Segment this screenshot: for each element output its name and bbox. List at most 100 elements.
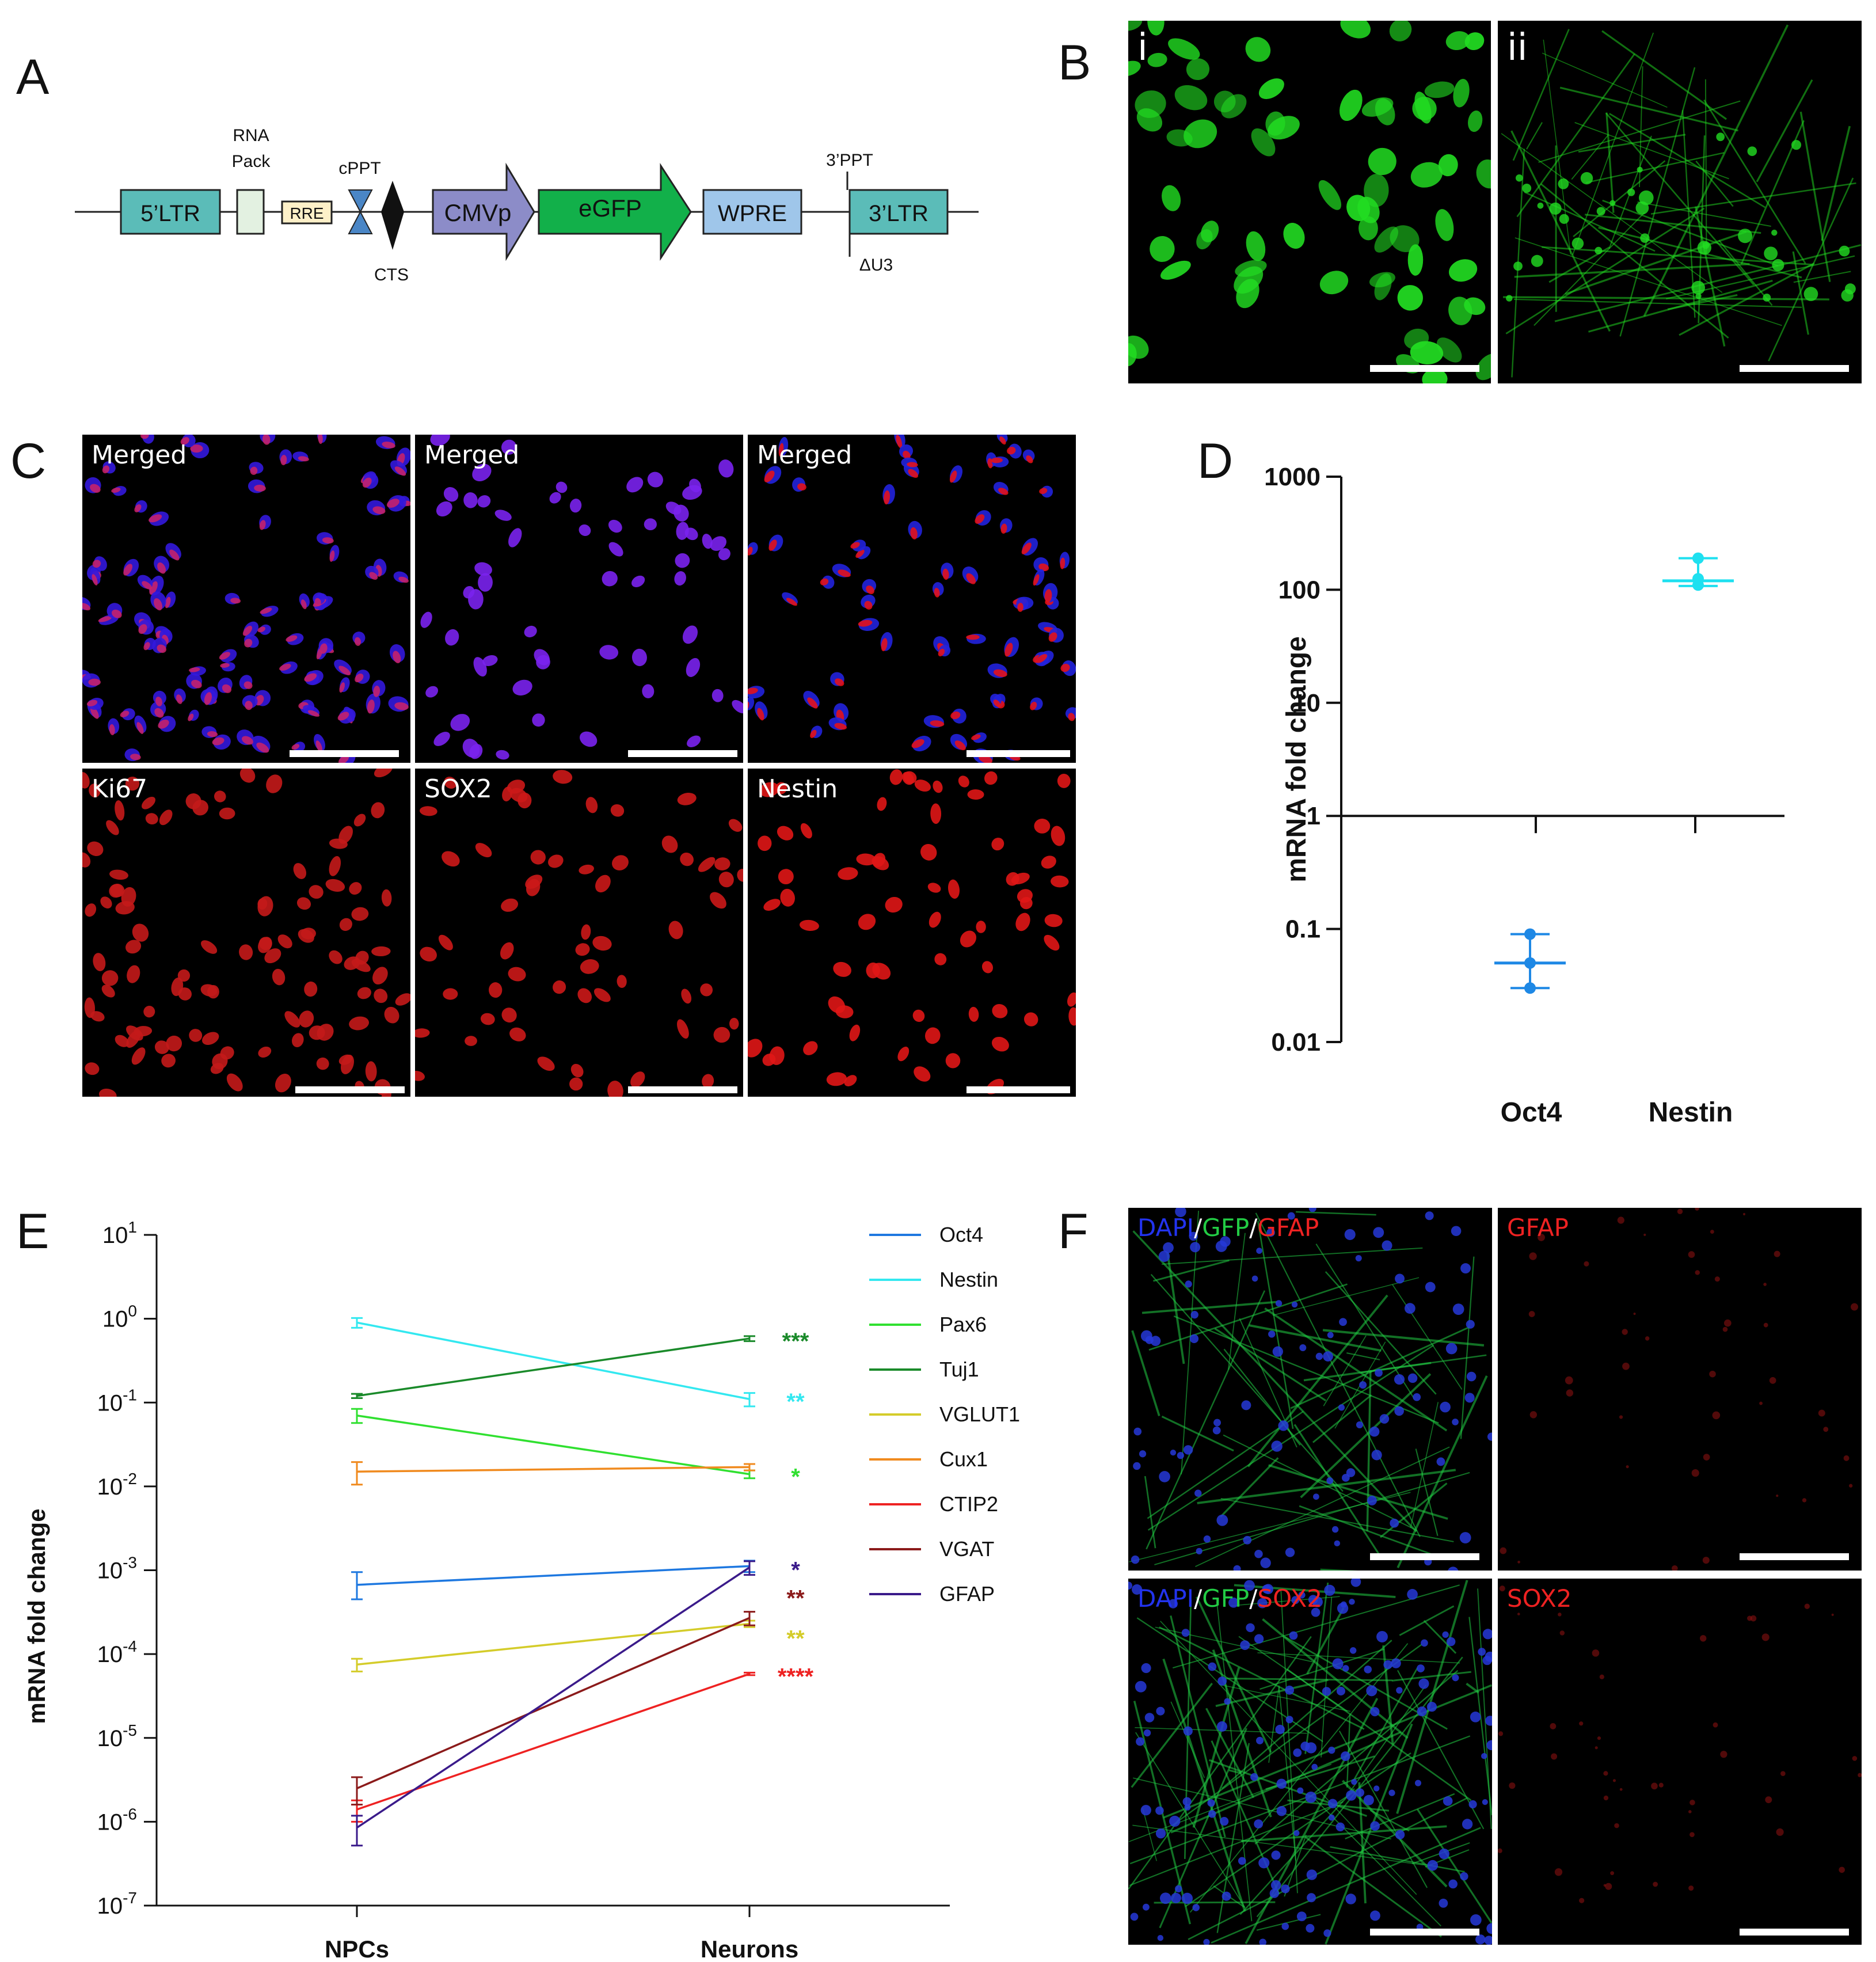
- cell-stain: [367, 699, 375, 714]
- significance-label: ***: [782, 1329, 809, 1354]
- nucleus: [1159, 1892, 1171, 1904]
- nucleus: [1254, 1819, 1264, 1829]
- cell-stain: [991, 457, 1003, 463]
- gfp-cell: [1389, 21, 1412, 41]
- gfp-cell: [1424, 81, 1455, 98]
- separator: /: [1249, 1584, 1258, 1613]
- cell: [710, 536, 727, 551]
- nucleus: [1395, 1830, 1405, 1840]
- neurite: [1554, 244, 1862, 322]
- y-tick-label: 10-5: [97, 1721, 137, 1751]
- data-point: [1692, 579, 1704, 591]
- nucleus: [1208, 1810, 1216, 1818]
- cell-stain: [1068, 713, 1075, 721]
- neurite: [1144, 1476, 1156, 1549]
- nucleus: [1328, 1746, 1335, 1754]
- cell: [780, 888, 795, 907]
- cell: [226, 1073, 243, 1092]
- nucleus: [1322, 1687, 1331, 1696]
- cell-stain: [149, 514, 162, 523]
- nucleus: [1254, 1549, 1263, 1558]
- nucleus: [1388, 1789, 1395, 1796]
- cell: [849, 1024, 861, 1041]
- nucleus: [1297, 1787, 1304, 1794]
- nucleus: [1185, 1280, 1192, 1288]
- panel-letter-f: F: [1058, 1204, 1089, 1259]
- cell-stain: [109, 724, 115, 736]
- cell: [581, 924, 591, 940]
- cell: [272, 968, 286, 986]
- cell-stain: [111, 487, 121, 493]
- scale-bar: [290, 750, 399, 757]
- gfp-cell: [1374, 226, 1398, 253]
- cell: [85, 1062, 100, 1075]
- cell: [293, 863, 307, 879]
- gfp-cell: [1448, 296, 1472, 325]
- nucleus: [1194, 1489, 1202, 1497]
- cell-stain: [242, 736, 253, 745]
- cell: [438, 934, 453, 950]
- nucleus: [1452, 1419, 1459, 1425]
- soma: [1515, 174, 1523, 182]
- ltr3-label: 3’LTR: [869, 201, 929, 226]
- cell: [1051, 826, 1066, 846]
- cell: [501, 1007, 517, 1023]
- cell: [608, 542, 623, 557]
- nucleus: [1439, 1848, 1449, 1860]
- ppt3-label: 3’PPT: [826, 151, 873, 170]
- neurite: [1128, 1636, 1312, 1890]
- cell: [501, 439, 517, 455]
- nucleus: [1139, 1450, 1147, 1458]
- nucleus: [1216, 1514, 1228, 1526]
- cell-stain: [757, 708, 764, 721]
- red-signal: [1851, 1303, 1858, 1311]
- neurite: [1296, 1211, 1376, 1216]
- cell: [82, 771, 90, 789]
- nucleus: [1285, 1685, 1295, 1695]
- y-tick-label: 10-3: [97, 1554, 137, 1584]
- cell: [602, 571, 618, 587]
- neurite: [1346, 1352, 1380, 1360]
- nucleus: [1356, 1421, 1364, 1429]
- cell: [992, 1004, 1008, 1018]
- neurite: [1239, 1788, 1355, 1915]
- nucleus: [1183, 1445, 1193, 1455]
- red-signal: [1713, 1722, 1718, 1728]
- cell-stain: [244, 638, 253, 648]
- neurite: [1264, 1307, 1448, 1432]
- cell: [933, 780, 943, 793]
- red-signal: [1689, 1800, 1695, 1805]
- cell-stain: [143, 642, 150, 651]
- red-signal: [1700, 1635, 1707, 1642]
- nucleus: [1145, 1336, 1154, 1344]
- cell: [714, 857, 730, 870]
- cell: [89, 784, 101, 798]
- cell: [374, 988, 388, 1003]
- cell-stain: [764, 470, 775, 482]
- cell-stain: [810, 729, 817, 738]
- cell: [371, 802, 385, 819]
- y-tick-label: 101: [102, 1218, 137, 1248]
- red-signal: [1671, 1565, 1678, 1571]
- red-signal: [1603, 1884, 1607, 1887]
- cell-stain: [394, 466, 406, 476]
- cell: [617, 975, 627, 988]
- cell-stain: [130, 754, 141, 761]
- neurite: [1601, 30, 1727, 120]
- nucleus: [1220, 1817, 1229, 1826]
- cell: [131, 1047, 146, 1065]
- neurite: [1323, 1335, 1367, 1406]
- cell: [309, 1025, 325, 1040]
- red-signal: [1763, 1283, 1767, 1286]
- nucleus: [1271, 1850, 1281, 1860]
- gfp-cell: [1414, 92, 1432, 124]
- cell: [443, 487, 459, 502]
- cell: [115, 800, 125, 821]
- cell: [371, 946, 391, 957]
- cell-stain: [291, 744, 300, 750]
- x-tick-label: NPCs: [325, 1936, 389, 1962]
- cell: [420, 611, 432, 628]
- red-signal: [1702, 1557, 1710, 1564]
- cell: [775, 782, 787, 794]
- micrograph-c-merged-nestin: Merged: [748, 435, 1076, 763]
